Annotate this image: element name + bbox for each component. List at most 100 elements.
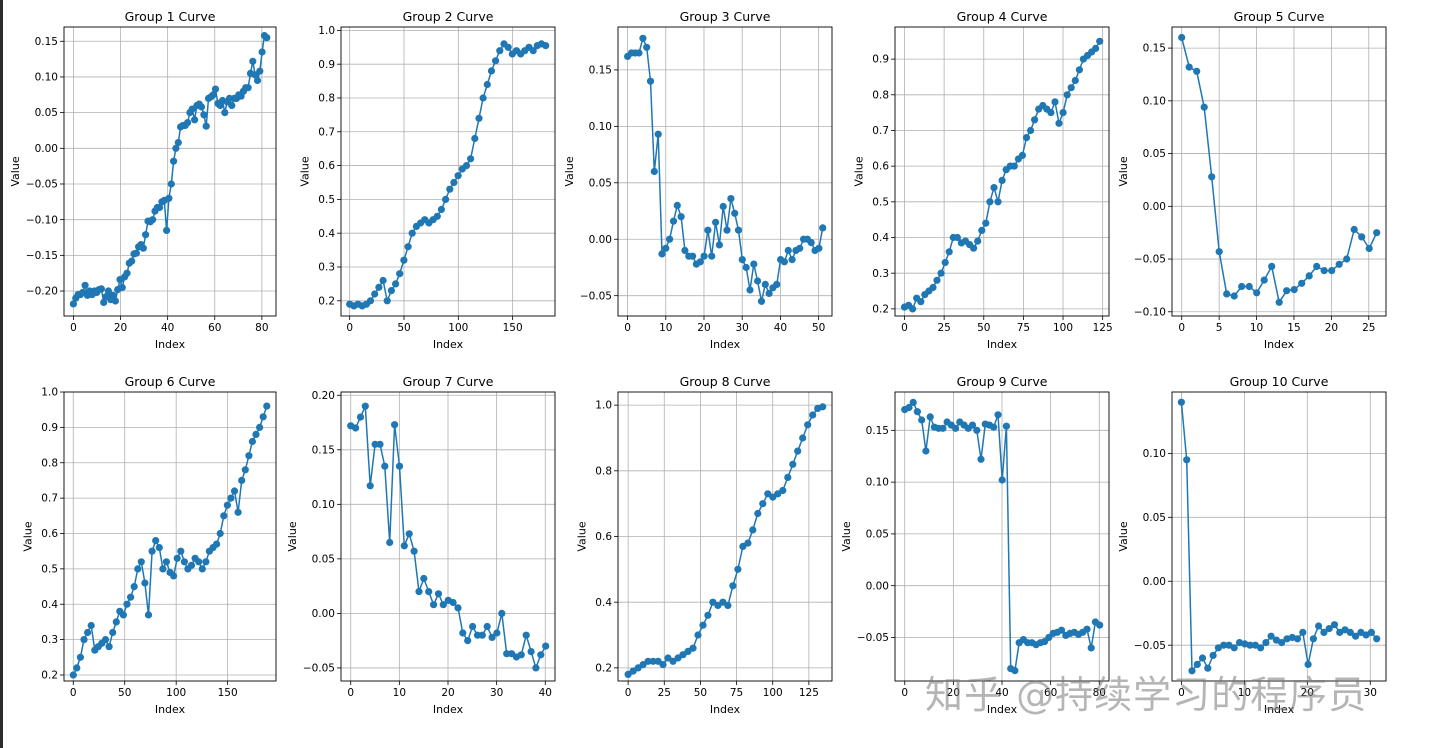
data-point [101,636,110,644]
watermark-text: 知乎 @持续学习的程序员 [925,673,1368,717]
data-point [128,257,136,265]
data-point [155,544,163,552]
data-point [1245,282,1253,291]
x-tick-label: 40 [995,687,1008,699]
y-tick-label: 0.15 [312,444,335,456]
x-axis-label: Index [155,338,186,351]
data-point [673,201,681,209]
data-point [649,657,657,665]
y-tick-label: 0.00 [1143,576,1166,588]
axes-frame [894,26,1110,317]
x-tick-label: 0 [625,687,632,699]
data-point [216,529,224,538]
data-point [1075,66,1083,74]
data-point [1278,639,1286,647]
data-point [112,618,120,626]
x-tick-label: 125 [799,687,819,699]
data-point [734,565,742,573]
y-tick-label: 0.6 [595,531,612,543]
x-axis-ticks: 0 10 20 30 40 50 [624,316,825,334]
data-point [734,226,743,234]
y-axis-label: Value [563,156,576,186]
data-point [127,593,135,601]
data-point [209,91,217,99]
data-point [173,554,181,562]
data-point [174,139,182,147]
data-point [643,43,651,51]
grid [1172,27,1386,316]
data-point [391,421,399,429]
data-point [1283,287,1291,295]
data-point [81,281,89,289]
y-tick-label: 0.5 [41,563,58,575]
y-axis-ticks: −0.05 0.00 0.05 0.10 0.15 [857,425,895,644]
x-tick-label: 100 [166,687,186,699]
data-point [170,157,178,165]
y-axis-label: Value [286,521,299,551]
y-axis-ticks: 0.2 0.3 0.4 0.5 0.6 0.7 0.8 0.9 1.0 [41,387,64,682]
data-point [162,558,170,566]
data-point [1047,109,1055,117]
data-point [1230,644,1238,652]
data-point [759,500,767,508]
data-point [69,671,77,679]
data-point [400,256,408,264]
data-point [1096,37,1104,45]
x-tick-label: 20 [697,322,710,334]
data-point [689,252,697,260]
data-point [361,402,369,410]
x-tick-label: 10 [1250,322,1263,334]
x-tick-label: 30 [736,322,749,334]
y-tick-label: 0.00 [312,608,335,620]
data-point [69,300,77,308]
data-point [263,34,271,42]
y-axis-label: Value [852,156,865,186]
data-point [527,648,535,656]
data-point [483,622,491,631]
data-point [123,600,131,608]
data-point [381,462,389,470]
data-point [1253,289,1261,297]
axes-frame [894,391,1110,682]
x-tick-label: 0 [624,322,631,334]
data-point [1018,151,1026,159]
x-axis-label: Index [1264,703,1295,716]
data-point [654,130,662,138]
y-tick-label: 0.2 [872,303,889,315]
x-tick-label: 100 [448,322,468,334]
data-point [659,661,667,669]
data-point [1011,667,1019,675]
data-point [1071,76,1079,85]
series-markers [624,403,827,679]
data-point [220,512,228,520]
y-tick-label: 0.2 [41,670,58,682]
data-point [118,283,126,292]
x-tick-label: 0 [346,322,353,334]
y-tick-label: 0.05 [1143,512,1166,524]
data-point [253,76,262,85]
grid [895,392,1109,681]
data-point [1178,33,1186,42]
x-tick-label: 50 [118,687,131,699]
grid [64,27,276,316]
x-tick-label: 0 [347,687,354,699]
data-point [1313,262,1321,270]
data-point [356,413,365,421]
y-tick-label: 0.6 [41,528,58,540]
data-point [974,237,982,245]
data-point [789,460,797,468]
y-tick-label: 0.15 [866,425,889,437]
y-tick-label: 0.5 [318,194,335,206]
data-point [1083,625,1091,633]
x-tick-label: 20 [114,322,127,334]
y-tick-label: 0.4 [318,228,335,240]
data-point [1031,116,1039,124]
x-tick-label: 150 [218,687,238,699]
x-axis-ticks: 0 20 40 60 80 [901,681,1106,699]
data-point [933,276,941,284]
x-axis-label: Index [710,338,741,351]
data-point [198,565,206,573]
x-tick-label: 40 [539,687,552,699]
x-axis-label: Index [987,338,1018,351]
data-point [137,558,145,566]
